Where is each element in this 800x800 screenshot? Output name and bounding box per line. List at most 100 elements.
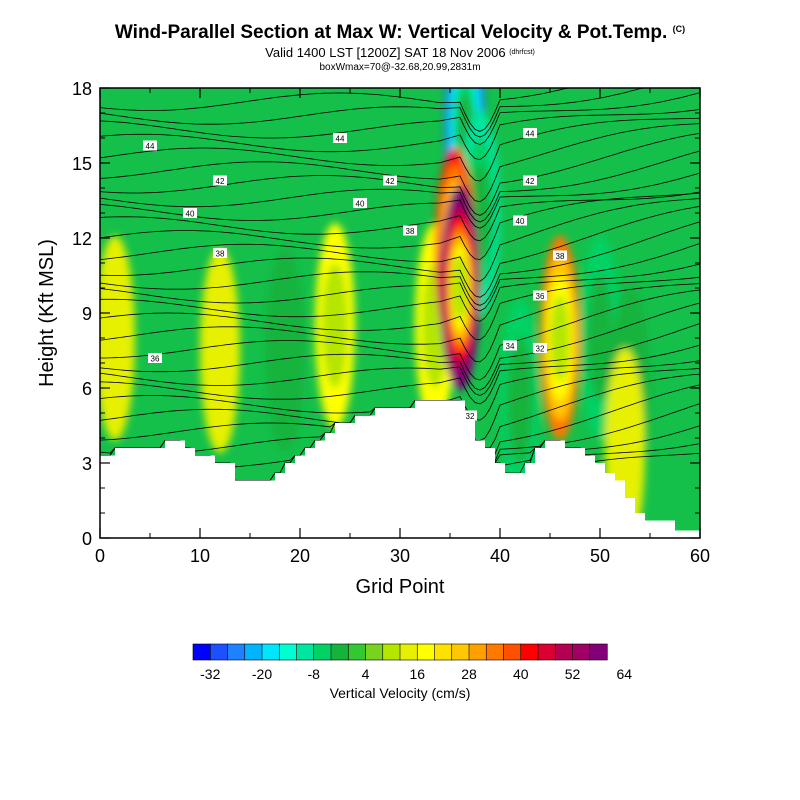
colorbar-tick-label: 16 (409, 666, 425, 682)
updraft-core (550, 295, 570, 381)
theta-contour-line (100, 276, 700, 341)
contour-label-text: 38 (556, 252, 565, 261)
contour-label-box (533, 343, 547, 353)
contour-label-text: 42 (526, 177, 535, 186)
contour-label-text: 32 (466, 412, 475, 421)
colorbar-tick-label: -8 (308, 666, 321, 682)
colorbar-swatch (347, 643, 367, 661)
theta-contour-line (100, 191, 700, 242)
theta-contour-line (100, 289, 700, 381)
theta-contour-line (100, 123, 700, 203)
x-axis: 0 10 20 30 40 50 60 (95, 88, 710, 566)
theta-contour-label: 32 (533, 343, 547, 354)
theta-contour-line (100, 117, 700, 182)
contour-label-box (523, 175, 537, 186)
colorbar-swatch (192, 643, 211, 661)
contour-label-text: 38 (406, 227, 415, 236)
colorbar: -32 -20 -8 4 16 28 40 52 64 (192, 643, 632, 682)
contour-label-box (523, 128, 537, 138)
theta-contour-label: 42 (523, 175, 537, 186)
y-tick-label: 15 (72, 154, 92, 174)
terrain-mask (100, 400, 700, 538)
contour-label-text: 32 (536, 345, 545, 354)
contour-label-box (533, 290, 547, 301)
theta-contour-label: 38 (553, 250, 567, 261)
colorbar-swatch (503, 643, 522, 661)
theta-contour-line (100, 132, 700, 216)
theta-contour-line (100, 221, 700, 306)
contour-label-text: 42 (386, 177, 395, 186)
y-tick-label: 12 (72, 229, 92, 249)
x-tick-label: 40 (490, 546, 510, 566)
colorbar-swatch (313, 643, 332, 661)
colorbar-tick-label: 4 (362, 666, 370, 682)
contour-label-box (513, 215, 527, 226)
colorbar-tick-label: -20 (252, 666, 272, 682)
theta-contour-label: 32 (463, 410, 477, 421)
x-tick-label: 30 (390, 546, 410, 566)
contour-label-text: 34 (506, 342, 515, 351)
theta-contour-line (100, 344, 700, 405)
y-tick-label: 0 (82, 529, 92, 549)
theta-contour-line (100, 92, 700, 145)
x-tick-label: 60 (690, 546, 710, 566)
updraft-core (322, 263, 348, 388)
contour-label-text: 40 (516, 217, 525, 226)
theta-contour-line (100, 323, 700, 396)
contour-label-text: 42 (216, 177, 225, 186)
y-tick-label: 3 (82, 454, 92, 474)
contour-label-box (403, 225, 417, 236)
colorbar-swatch (537, 643, 556, 661)
updraft-core (200, 248, 240, 453)
theta-contour-label: 38 (403, 225, 417, 236)
contour-label-box (143, 140, 157, 151)
y-tick-label: 18 (72, 79, 92, 99)
colorbar-swatch (261, 643, 280, 661)
colorbar-tick-label: 64 (616, 666, 632, 682)
contour-label-text: 38 (216, 250, 225, 259)
y-axis-label: Height (Kft MSL) (36, 239, 58, 387)
colorbar-tick-label: 52 (565, 666, 581, 682)
contour-label-text: 40 (186, 210, 195, 219)
colorbar-tick-label: 28 (461, 666, 477, 682)
theta-contour-line (100, 198, 700, 282)
colorbar-swatch (572, 643, 591, 661)
colorbar-swatch (365, 643, 384, 661)
theta-contour-line (100, 88, 700, 138)
plot-area: 44 44 44 42 42 42 40 40 40 38 38 38 36 36 34 32 32 (100, 88, 700, 538)
theta-contour-line (100, 263, 700, 322)
theta-contour-label: 36 (148, 353, 162, 364)
x-tick-label: 10 (190, 546, 210, 566)
chart-info: boxWmax=70@-32.68,20.99,2831m (319, 62, 481, 73)
contour-label-box (213, 175, 227, 186)
theta-contour-label: 42 (383, 175, 397, 186)
contour-label-box (333, 133, 347, 143)
contour-label-box (183, 208, 197, 218)
theta-contour-label: 40 (353, 198, 367, 209)
contour-label-text: 44 (146, 142, 155, 151)
colorbar-swatch (434, 643, 453, 661)
theta-contour-label: 44 (523, 128, 537, 139)
contour-label-box (148, 353, 162, 363)
theta-contour-line (100, 172, 700, 229)
contour-label-box (383, 175, 397, 186)
theta-contour-label: 40 (513, 215, 527, 226)
theta-contour-label: 38 (213, 248, 227, 259)
x-axis-label: Grid Point (356, 576, 445, 598)
colorbar-swatch (244, 643, 263, 661)
colorbar-swatch (209, 643, 229, 661)
colorbar-swatch (451, 643, 470, 661)
theta-contour-label: 40 (183, 208, 197, 219)
colorbar-swatch (278, 643, 298, 661)
contour-label-box (553, 250, 567, 261)
colorbar-tick-label: 40 (513, 666, 529, 682)
contour-label-text: 44 (336, 135, 345, 144)
contour-label-text: 40 (356, 200, 365, 209)
contour-label-text: 36 (536, 292, 545, 301)
x-tick-label: 50 (590, 546, 610, 566)
theta-contour-label: 42 (213, 175, 227, 186)
contour-label-box (213, 248, 227, 258)
theta-contour-label: 44 (333, 133, 347, 144)
y-tick-label: 9 (82, 304, 92, 324)
theta-contour-labels: 44 44 44 42 42 42 40 40 40 38 38 38 36 36 34 32 32 (143, 128, 567, 421)
